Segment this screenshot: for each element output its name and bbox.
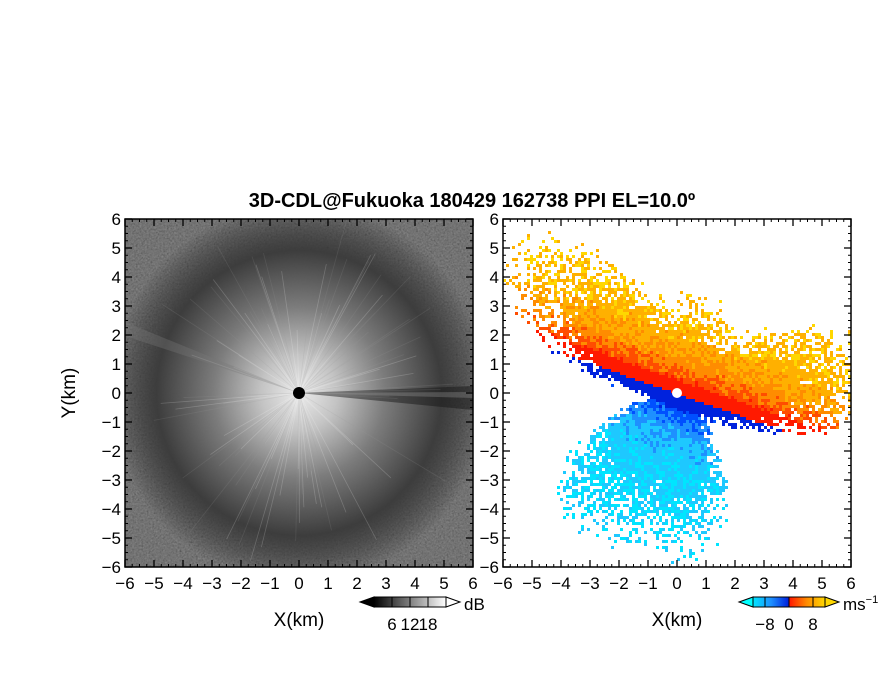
intensity-colorbar-unit: dB (464, 595, 485, 614)
velocity-x-label: X(km) (652, 610, 703, 631)
x-tick-label: −2 (609, 574, 628, 593)
y-tick-label: 4 (112, 268, 121, 287)
x-tick-label: 1 (701, 574, 710, 593)
x-tick-label: 6 (846, 574, 855, 593)
y-tick-label: −6 (102, 558, 121, 577)
intensity-colorbar-tick-label: 18 (419, 615, 438, 634)
y-tick-label: −5 (102, 529, 121, 548)
velocity-colorbar-unit-superscript: −1 (866, 594, 879, 606)
x-tick-label: 4 (410, 574, 419, 593)
y-tick-label: 5 (490, 239, 499, 258)
y-tick-label: 2 (490, 326, 499, 345)
y-tick-label: −3 (102, 471, 121, 490)
velocity-colorbar-tick-label: 8 (808, 615, 817, 634)
x-tick-label: 5 (439, 574, 448, 593)
x-tick-label: 2 (730, 574, 739, 593)
radar-center-marker (672, 388, 682, 398)
y-tick-label: −3 (480, 471, 499, 490)
x-tick-label: −1 (260, 574, 279, 593)
y-tick-label: 0 (490, 384, 499, 403)
y-tick-label: 0 (112, 384, 121, 403)
x-tick-label: 5 (817, 574, 826, 593)
radar-center-marker (293, 387, 305, 399)
intensity-image (109, 203, 489, 583)
y-tick-label: −5 (480, 529, 499, 548)
x-tick-label: 6 (468, 574, 477, 593)
x-tick-label: 4 (788, 574, 797, 593)
x-tick-label: −2 (231, 574, 250, 593)
x-tick-label: 2 (352, 574, 361, 593)
y-tick-label: 1 (490, 355, 499, 374)
y-tick-label: −2 (480, 442, 499, 461)
y-tick-label: −4 (102, 500, 121, 519)
y-tick-label: −2 (102, 442, 121, 461)
y-tick-label: 1 (112, 355, 121, 374)
velocity-colorbar-unit: ms−1 (843, 594, 878, 614)
x-tick-label: −3 (202, 574, 221, 593)
x-tick-label: 0 (294, 574, 303, 593)
x-tick-label: −4 (173, 574, 192, 593)
y-tick-label: 3 (112, 297, 121, 316)
x-tick-label: −5 (522, 574, 541, 593)
x-tick-label: −3 (580, 574, 599, 593)
y-tick-label: −4 (480, 500, 499, 519)
x-tick-label: 1 (323, 574, 332, 593)
y-tick-label: 6 (112, 210, 121, 229)
figure-title: 3D-CDL@Fukuoka 180429 162738 PPI EL=10.0… (249, 190, 695, 212)
x-tick-label: −1 (638, 574, 657, 593)
intensity-x-label: X(km) (274, 610, 325, 631)
x-tick-label: −4 (551, 574, 570, 593)
x-tick-label: 0 (672, 574, 681, 593)
y-tick-label: 4 (490, 268, 499, 287)
intensity-colorbar-tick-label: 6 (387, 615, 396, 634)
y-tick-label: 2 (112, 326, 121, 345)
y-tick-label: −6 (480, 558, 499, 577)
velocity-colorbar-tick-label: −8 (755, 615, 774, 634)
y-tick-label: −1 (102, 413, 121, 432)
x-tick-label: −5 (144, 574, 163, 593)
x-tick-label: 3 (759, 574, 768, 593)
y-tick-label: −1 (480, 413, 499, 432)
velocity-colorbar-tick-label: 0 (784, 615, 793, 634)
y-tick-label: 6 (490, 210, 499, 229)
velocity-image (503, 219, 851, 567)
x-tick-label: 3 (381, 574, 390, 593)
intensity-y-label: Y(km) (59, 368, 80, 419)
y-tick-label: 3 (490, 297, 499, 316)
intensity-colorbar-tick-label: 12 (401, 615, 420, 634)
y-tick-label: 5 (112, 239, 121, 258)
